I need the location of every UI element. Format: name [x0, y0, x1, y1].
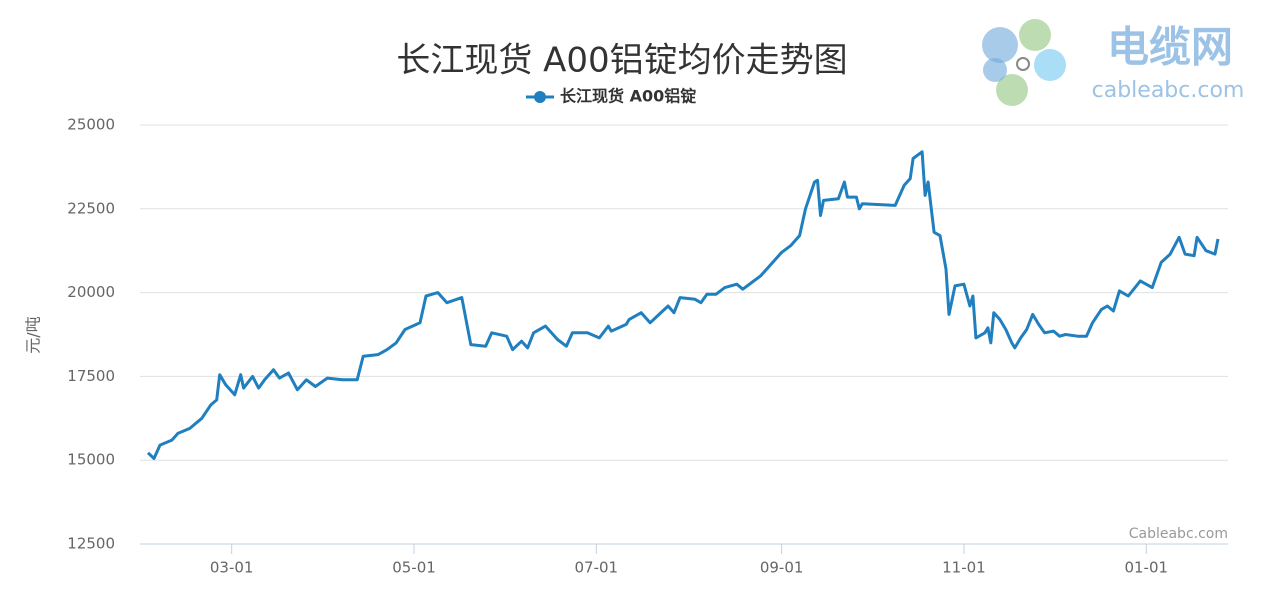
logo-petal	[983, 58, 1007, 82]
series-line	[146, 150, 1220, 460]
logo-petal	[1019, 19, 1051, 51]
y-tick-label: 15000	[67, 451, 115, 469]
logo-petal	[982, 27, 1018, 63]
credits: Cableabc.com	[1129, 526, 1228, 542]
y-tick-label: 20000	[67, 283, 115, 301]
legend-marker	[534, 91, 546, 103]
logo-petal	[996, 74, 1028, 106]
x-tick-label: 11-01	[942, 559, 986, 577]
logo-url: cableabc.com	[1092, 78, 1245, 103]
y-tick-label: 25000	[67, 116, 115, 134]
x-tick-label: 05-01	[392, 559, 436, 577]
logo-petal	[1034, 49, 1066, 81]
y-tick-label: 17500	[67, 367, 115, 385]
x-tick-label: 03-01	[210, 559, 254, 577]
y-tick-label: 12500	[67, 535, 115, 553]
x-tick-label: 07-01	[575, 559, 619, 577]
y-axis-label: 元/吨	[24, 316, 43, 353]
x-tick-label: 01-01	[1124, 559, 1168, 577]
y-tick-label: 22500	[67, 199, 115, 217]
legend-label: 长江现货 A00铝锭	[560, 87, 696, 106]
logo-center	[1016, 57, 1030, 71]
chart-title: 长江现货 A00铝锭均价走势图	[396, 41, 847, 81]
x-tick-label: 09-01	[760, 559, 804, 577]
logo-title: 电缆网	[1107, 23, 1233, 72]
logo: 电缆网 cableabc.com	[982, 19, 1244, 106]
